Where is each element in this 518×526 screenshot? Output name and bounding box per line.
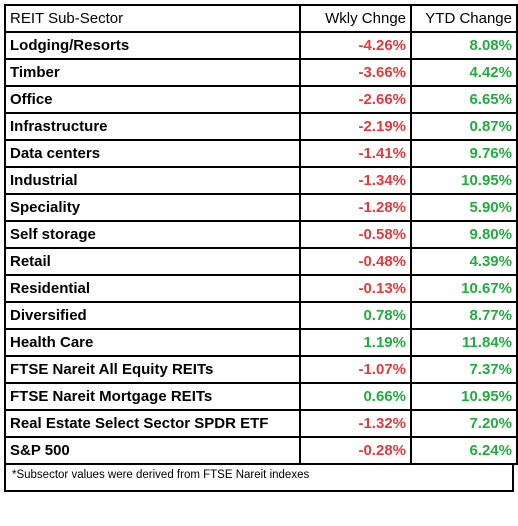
sector-name: Diversified bbox=[4, 301, 301, 330]
footnote: *Subsector values were derived from FTSE… bbox=[4, 465, 514, 492]
weekly-change-value: -1.41% bbox=[299, 139, 412, 168]
sector-name: Lodging/Resorts bbox=[4, 31, 301, 60]
reit-table-container: REIT Sub-Sector Wkly Chnge YTD Change Lo… bbox=[4, 4, 518, 492]
ytd-change-value: 10.67% bbox=[410, 274, 518, 303]
table-row: Office -2.66% 6.65% bbox=[4, 85, 518, 114]
ytd-change-value: 10.95% bbox=[410, 382, 518, 411]
sector-name: Office bbox=[4, 85, 301, 114]
table-row: Lodging/Resorts -4.26% 8.08% bbox=[4, 31, 518, 60]
sector-name: FTSE Nareit All Equity REITs bbox=[4, 355, 301, 384]
table-row: Diversified 0.78% 8.77% bbox=[4, 301, 518, 330]
ytd-change-value: 6.65% bbox=[410, 85, 518, 114]
table-row: Health Care 1.19% 11.84% bbox=[4, 328, 518, 357]
ytd-change-value: 0.87% bbox=[410, 112, 518, 141]
header-ytd-change: YTD Change bbox=[410, 4, 518, 33]
table-row: Timber -3.66% 4.42% bbox=[4, 58, 518, 87]
ytd-change-value: 7.37% bbox=[410, 355, 518, 384]
ytd-change-value: 4.39% bbox=[410, 247, 518, 276]
weekly-change-value: -1.07% bbox=[299, 355, 412, 384]
ytd-change-value: 5.90% bbox=[410, 193, 518, 222]
weekly-change-value: 0.66% bbox=[299, 382, 412, 411]
weekly-change-value: -3.66% bbox=[299, 58, 412, 87]
weekly-change-value: -1.32% bbox=[299, 409, 412, 438]
sector-name: Self storage bbox=[4, 220, 301, 249]
sector-name: Infrastructure bbox=[4, 112, 301, 141]
header-sector: REIT Sub-Sector bbox=[4, 4, 301, 33]
table-row: FTSE Nareit All Equity REITs -1.07% 7.37% bbox=[4, 355, 518, 384]
weekly-change-value: -4.26% bbox=[299, 31, 412, 60]
sector-name: S&P 500 bbox=[4, 436, 301, 465]
ytd-change-value: 7.20% bbox=[410, 409, 518, 438]
ytd-change-value: 9.80% bbox=[410, 220, 518, 249]
table-row: S&P 500 -0.28% 6.24% bbox=[4, 436, 518, 465]
sector-name: Health Care bbox=[4, 328, 301, 357]
sector-name: Timber bbox=[4, 58, 301, 87]
table-row: Data centers -1.41% 9.76% bbox=[4, 139, 518, 168]
header-weekly-change: Wkly Chnge bbox=[299, 4, 412, 33]
weekly-change-value: 1.19% bbox=[299, 328, 412, 357]
weekly-change-value: -0.48% bbox=[299, 247, 412, 276]
sector-name: Real Estate Select Sector SPDR ETF bbox=[4, 409, 301, 438]
table-row: Self storage -0.58% 9.80% bbox=[4, 220, 518, 249]
ytd-change-value: 9.76% bbox=[410, 139, 518, 168]
ytd-change-value: 8.77% bbox=[410, 301, 518, 330]
weekly-change-value: -1.34% bbox=[299, 166, 412, 195]
ytd-change-value: 8.08% bbox=[410, 31, 518, 60]
sector-name: Retail bbox=[4, 247, 301, 276]
weekly-change-value: 0.78% bbox=[299, 301, 412, 330]
weekly-change-value: -2.66% bbox=[299, 85, 412, 114]
weekly-change-value: -0.13% bbox=[299, 274, 412, 303]
weekly-change-value: -1.28% bbox=[299, 193, 412, 222]
reit-performance-table: REIT Sub-Sector Wkly Chnge YTD Change Lo… bbox=[4, 4, 518, 465]
sector-name: Residential bbox=[4, 274, 301, 303]
ytd-change-value: 11.84% bbox=[410, 328, 518, 357]
weekly-change-value: -0.28% bbox=[299, 436, 412, 465]
table-row: Residential -0.13% 10.67% bbox=[4, 274, 518, 303]
weekly-change-value: -2.19% bbox=[299, 112, 412, 141]
table-row: Real Estate Select Sector SPDR ETF -1.32%… bbox=[4, 409, 518, 438]
table-row: Retail -0.48% 4.39% bbox=[4, 247, 518, 276]
sector-name: Speciality bbox=[4, 193, 301, 222]
table-header-row: REIT Sub-Sector Wkly Chnge YTD Change bbox=[4, 4, 518, 33]
table-row: Infrastructure -2.19% 0.87% bbox=[4, 112, 518, 141]
ytd-change-value: 10.95% bbox=[410, 166, 518, 195]
table-row: Industrial -1.34% 10.95% bbox=[4, 166, 518, 195]
sector-name: Industrial bbox=[4, 166, 301, 195]
ytd-change-value: 4.42% bbox=[410, 58, 518, 87]
sector-name: Data centers bbox=[4, 139, 301, 168]
weekly-change-value: -0.58% bbox=[299, 220, 412, 249]
table-body: Lodging/Resorts -4.26% 8.08% Timber -3.66% 4.… bbox=[4, 31, 518, 465]
ytd-change-value: 6.24% bbox=[410, 436, 518, 465]
table-row: Speciality -1.28% 5.90% bbox=[4, 193, 518, 222]
sector-name: FTSE Nareit Mortgage REITs bbox=[4, 382, 301, 411]
table-row: FTSE Nareit Mortgage REITs 0.66% 10.95% bbox=[4, 382, 518, 411]
